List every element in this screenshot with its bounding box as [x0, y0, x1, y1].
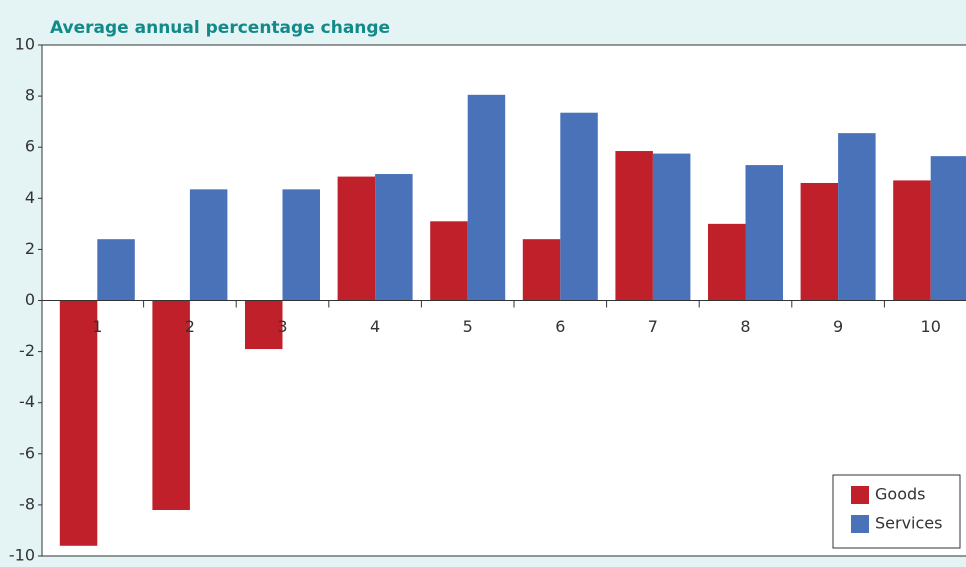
x-tick-label: 3 [277, 317, 287, 336]
legend-swatch [851, 515, 869, 533]
bar [800, 182, 839, 301]
x-tick-label: 2 [185, 317, 195, 336]
bar [375, 174, 413, 301]
y-tick-label: 8 [25, 86, 35, 105]
bar [189, 189, 228, 301]
bar [152, 300, 190, 511]
bar [615, 151, 653, 301]
x-tick-label: 4 [370, 317, 380, 336]
bar [245, 300, 283, 350]
y-tick-label: 2 [25, 239, 35, 258]
bar [745, 165, 783, 301]
bar [838, 133, 876, 301]
y-tick-label: -4 [19, 392, 35, 411]
bar [930, 156, 966, 301]
y-tick-label: -6 [19, 443, 35, 462]
y-tick-label: 6 [25, 137, 35, 156]
x-tick-label: 5 [463, 317, 473, 336]
y-tick-label: -8 [19, 494, 35, 513]
bar [337, 176, 376, 301]
bar [467, 94, 506, 301]
bar [430, 221, 468, 301]
y-tick-label: 4 [25, 188, 35, 207]
x-tick-label: 6 [555, 317, 565, 336]
chart-title: Average annual percentage change [50, 18, 390, 38]
bar [652, 153, 691, 301]
x-tick-label: 10 [921, 317, 941, 336]
legend-swatch [851, 486, 869, 504]
bar [560, 112, 598, 301]
bar [282, 189, 320, 301]
bar [893, 180, 931, 301]
bar [97, 239, 135, 301]
bar [708, 223, 746, 301]
x-tick-label: 7 [648, 317, 658, 336]
bar [59, 300, 98, 546]
y-tick-label: 10 [15, 35, 35, 54]
legend-label: Services [875, 514, 942, 533]
bar [522, 239, 561, 301]
y-tick-label: 0 [25, 290, 35, 309]
x-tick-label: 8 [740, 317, 750, 336]
x-tick-label: 1 [92, 317, 102, 336]
y-tick-label: -10 [9, 546, 35, 565]
x-tick-label: 9 [833, 317, 843, 336]
legend-label: Goods [875, 485, 925, 504]
y-tick-label: -2 [19, 341, 35, 360]
